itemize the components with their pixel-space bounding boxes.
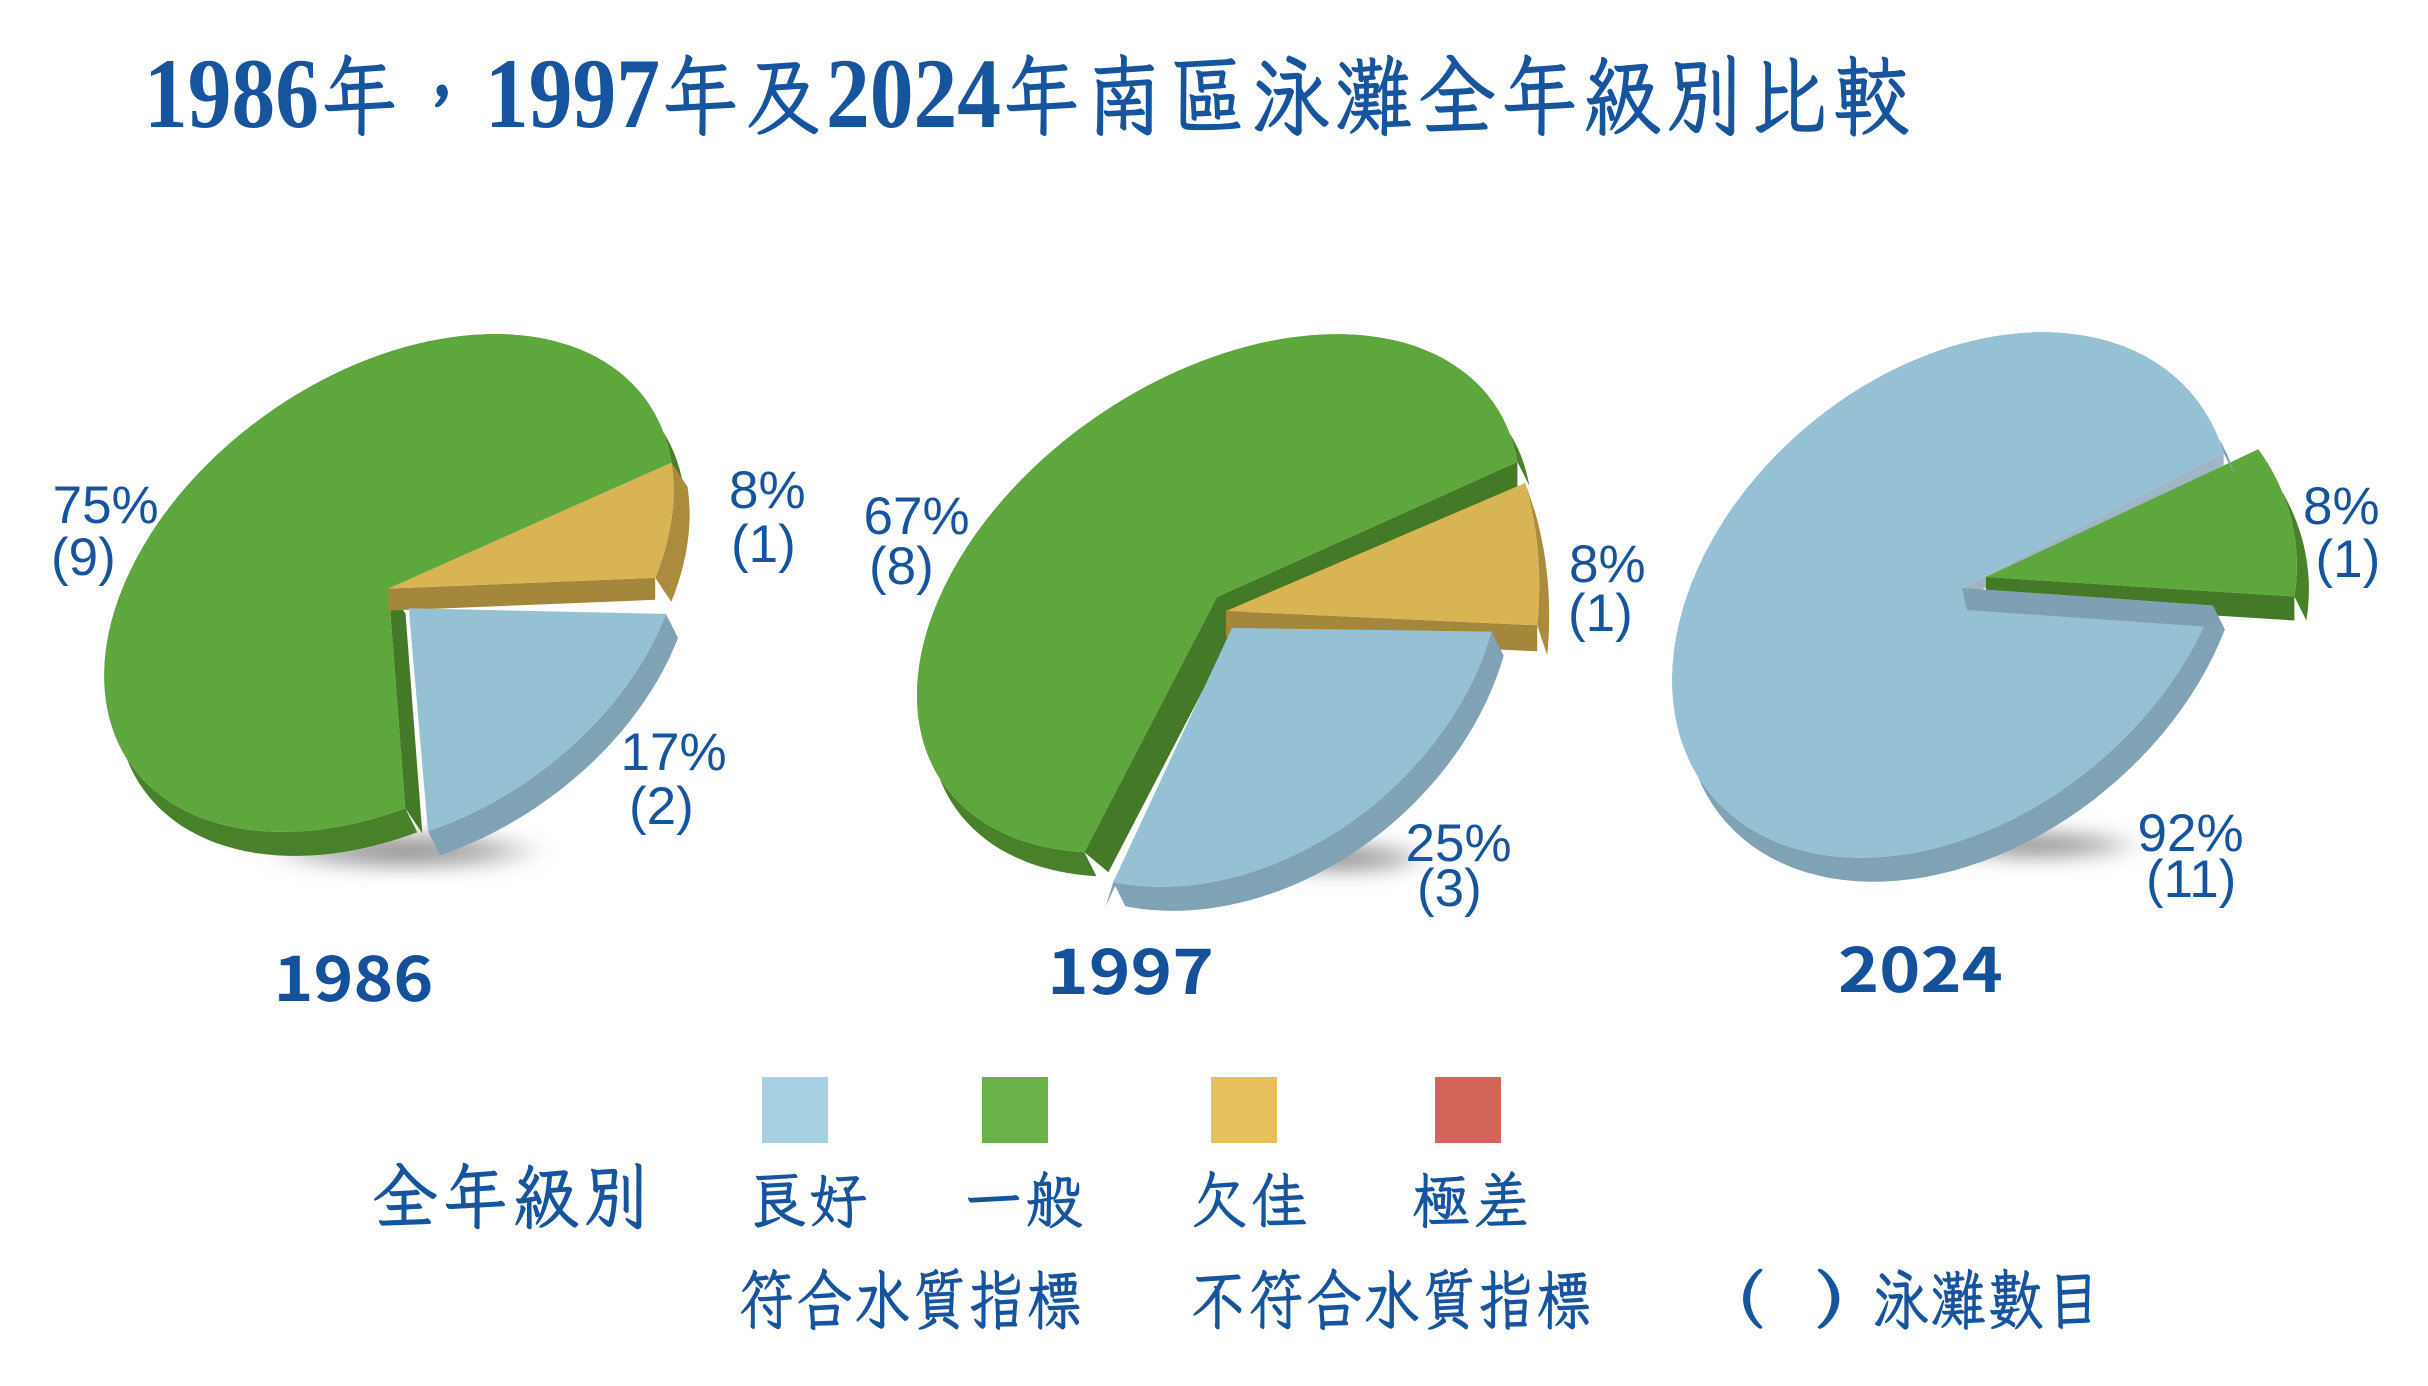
svg-text:8%: 8% (729, 461, 806, 520)
svg-text:25%: 25% (1406, 814, 1512, 873)
svg-text:(1): (1) (2316, 530, 2381, 589)
svg-text:(11): (11) (2146, 850, 2236, 909)
svg-text:8%: 8% (2303, 477, 2380, 536)
svg-text:(8): (8) (869, 537, 934, 596)
svg-text:67%: 67% (864, 487, 970, 546)
svg-text:(3): (3) (1417, 859, 1482, 918)
svg-text:(1): (1) (1568, 584, 1633, 643)
svg-text:(1): (1) (731, 515, 796, 574)
svg-text:8%: 8% (1569, 535, 1646, 594)
svg-text:(9): (9) (51, 528, 116, 587)
svg-text:17%: 17% (621, 723, 727, 782)
svg-text:92%: 92% (2138, 804, 2244, 863)
svg-text:(2): (2) (629, 777, 694, 836)
svg-text:75%: 75% (53, 476, 159, 535)
